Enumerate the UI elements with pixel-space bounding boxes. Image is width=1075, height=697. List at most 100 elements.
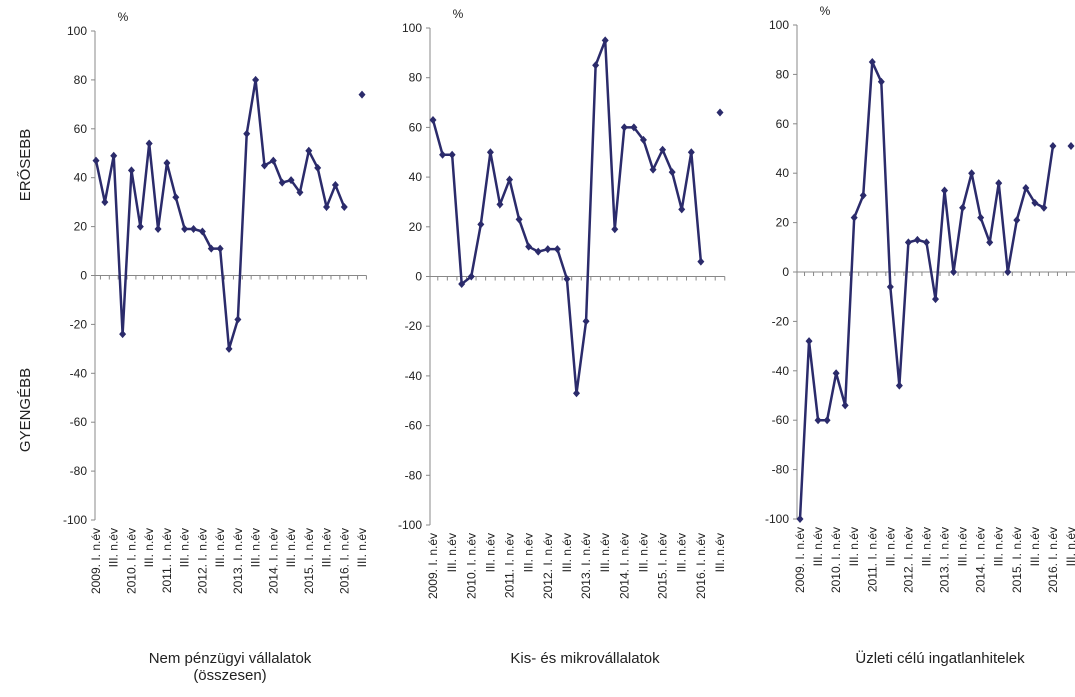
marker [668,168,676,177]
marker [486,148,494,157]
x-tick-label: III. n.év [522,533,536,572]
marker [841,401,849,410]
chart-title: Üzleti célú ingatlanhitelek [855,650,1025,667]
marker [207,244,215,253]
marker [805,337,813,346]
marker [986,238,994,247]
x-tick-label: 2010. I. n.év [124,528,138,594]
y-tick-label: 20 [74,220,88,234]
marker [582,317,590,326]
x-tick-label: III. n.év [284,528,298,567]
marker [358,90,366,99]
y-tick-label: -100 [765,512,789,526]
x-tick-label: III. n.év [992,527,1006,566]
marker [913,235,921,244]
x-tick-label: III. n.év [598,533,612,572]
y-tick-label: -40 [772,364,790,378]
x-tick-label: III. n.év [883,527,897,566]
marker [534,247,542,256]
x-tick-label: 2014. I. n.év [974,527,988,593]
marker [243,129,251,138]
y-tick-label: 40 [776,166,790,180]
marker [877,77,885,86]
x-tick-label: 2012. I. n.év [541,533,555,599]
side-label: ERŐSEBB [17,129,34,202]
marker [850,213,858,222]
x-tick-label: III. n.év [713,533,727,572]
line [433,40,720,393]
y-tick-label: -100 [398,518,422,532]
marker [163,159,171,168]
x-tick-label: III. n.év [249,528,263,567]
marker [601,36,609,45]
marker [506,175,514,184]
x-tick-label: 2016. I. n.év [1046,527,1060,593]
marker [260,161,268,170]
marker [904,238,912,247]
marker [216,244,224,253]
x-tick-label: III. n.év [636,533,650,572]
marker [796,515,804,523]
marker [296,188,304,197]
marker [252,75,260,84]
y-tick-label: 40 [74,171,88,185]
marker [544,245,552,254]
y-tick-label: -20 [772,314,790,328]
marker [323,203,331,212]
y-tick-label: -20 [70,317,88,331]
marker [136,222,144,231]
y-tick-label: 100 [402,21,422,35]
x-tick-label: III. n.év [213,528,227,567]
marker [697,257,705,266]
y-tick-label: 0 [782,265,789,279]
x-tick-label: 2013. I. n.év [579,533,593,599]
x-tick-label: 2010. I. n.év [829,527,843,593]
y-unit: % [820,4,831,18]
x-tick-label: 2016. I. n.év [337,528,351,594]
y-tick-label: 40 [409,170,423,184]
marker [190,225,198,234]
x-tick-label: 2011. I. n.év [865,527,879,592]
y-unit: % [118,10,129,24]
marker [1049,142,1057,151]
marker [119,330,127,339]
marker [429,115,437,124]
marker [340,203,348,212]
chart-title: Kis- és mikrovállalatok [510,650,660,667]
y-tick-label: -40 [70,366,88,380]
y-tick-label: -100 [63,513,87,527]
marker [868,58,876,67]
x-tick-label: III. n.év [178,528,192,567]
x-tick-label: 2011. I. n.év [160,528,174,593]
x-tick-label: III. n.év [560,533,574,572]
y-tick-label: -60 [405,419,423,433]
marker [1004,268,1012,276]
y-tick-label: -80 [772,463,790,477]
marker [110,151,118,160]
line [800,62,1071,519]
marker [1022,184,1030,193]
marker [525,242,533,251]
marker [895,381,903,390]
x-tick-label: 2015. I. n.év [302,528,316,594]
marker [234,315,242,324]
marker [592,61,600,70]
x-tick-label: 2013. I. n.év [938,527,952,593]
marker [331,181,339,190]
y-tick-label: 20 [776,216,790,230]
marker [154,225,162,234]
marker [678,205,686,214]
x-tick-label: 2012. I. n.év [901,527,915,593]
marker [832,369,840,378]
x-tick-label: III. n.év [956,527,970,566]
y-tick-label: -60 [70,415,88,429]
marker [573,389,580,398]
x-tick-label: 2015. I. n.év [656,533,670,599]
line [96,80,362,349]
y-tick-label: -80 [405,468,423,482]
marker [458,279,466,288]
y-tick-label: 0 [415,270,422,284]
chart-title: Nem pénzügyi vállalatok (összesen) [148,650,312,684]
x-tick-label: 2011. I. n.év [503,533,517,598]
y-tick-label: -60 [772,413,790,427]
